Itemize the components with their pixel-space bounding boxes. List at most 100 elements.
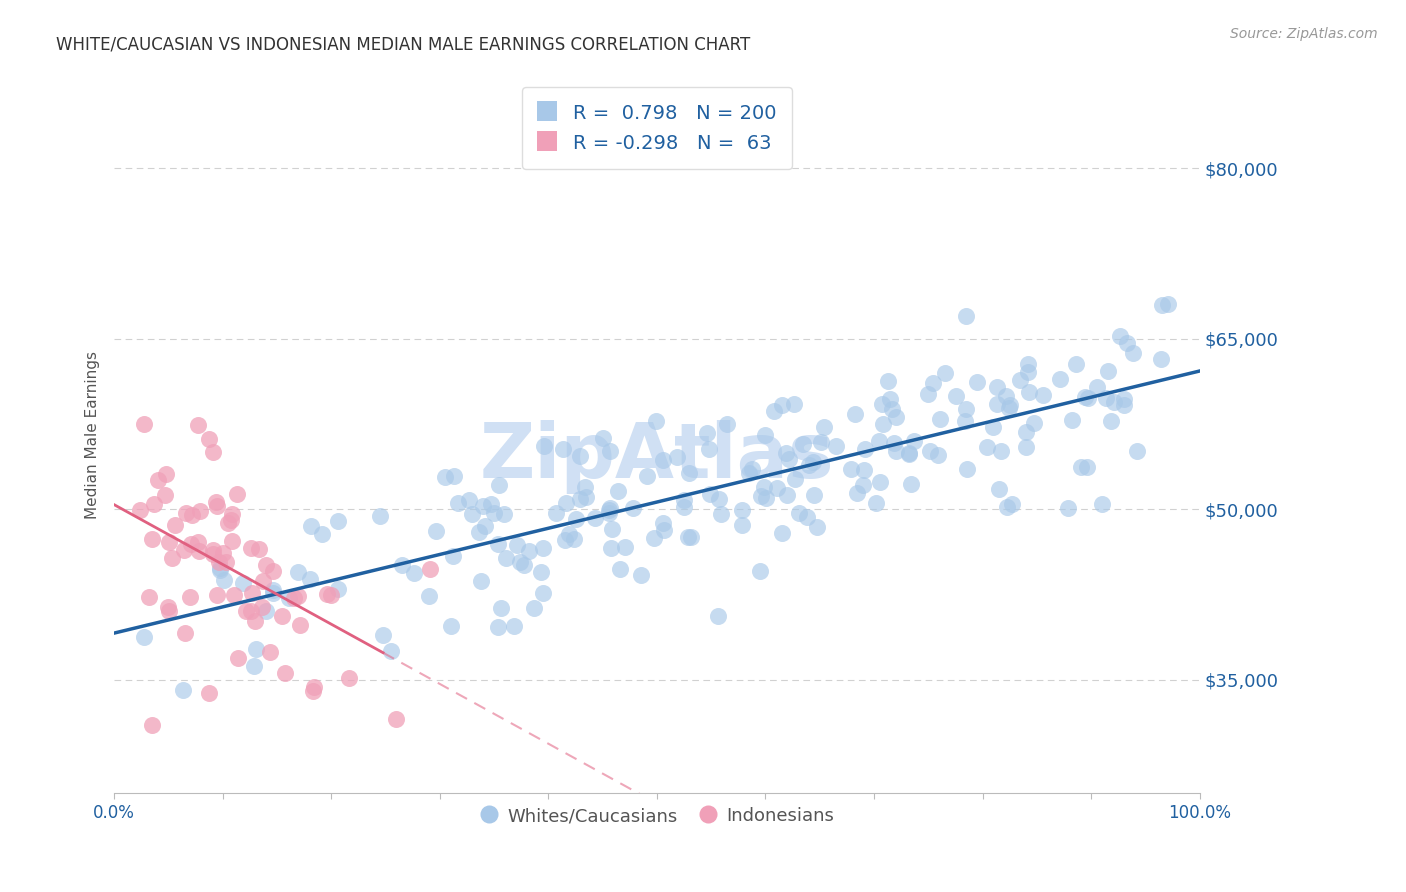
Point (884, 443, 907, 458)
Point (565, 512, 588, 526)
Point (599, 500, 621, 515)
Text: ZipAtlas: ZipAtlas (479, 420, 834, 494)
Point (482, 506, 505, 520)
Point (810, 434, 832, 449)
Point (157, 600, 180, 615)
Point (517, 544, 540, 558)
Point (766, 482, 789, 496)
Point (252, 574, 274, 588)
Point (172, 682, 194, 697)
Point (187, 544, 209, 558)
Point (990, 444, 1012, 458)
Point (215, 555, 238, 569)
Point (1125, 443, 1147, 458)
Point (716, 417, 738, 431)
Point (678, 467, 700, 481)
Point (1070, 459, 1092, 474)
Point (986, 397, 1008, 411)
Point (544, 506, 567, 520)
Point (232, 576, 254, 591)
Point (1077, 392, 1099, 406)
Point (877, 374, 900, 388)
Point (927, 448, 949, 462)
Point (1109, 329, 1132, 343)
Point (287, 590, 309, 604)
Point (128, 503, 150, 517)
Point (530, 565, 553, 579)
Point (209, 563, 232, 577)
Point (1057, 501, 1080, 516)
Point (488, 478, 510, 492)
Point (235, 604, 257, 618)
Point (551, 442, 574, 457)
Point (995, 500, 1018, 514)
Point (239, 603, 262, 617)
Point (533, 440, 555, 454)
Point (419, 561, 441, 575)
Text: WHITE/CAUCASIAN VS INDONESIAN MEDIAN MALE EARNINGS CORRELATION CHART: WHITE/CAUCASIAN VS INDONESIAN MEDIAN MAL… (56, 36, 751, 54)
Point (738, 466, 761, 480)
Point (953, 414, 976, 428)
Point (1064, 357, 1087, 371)
Point (211, 546, 233, 560)
Point (844, 407, 866, 421)
Point (470, 574, 492, 588)
Point (283, 591, 305, 606)
Point (245, 642, 267, 657)
Point (380, 644, 402, 658)
Point (488, 619, 510, 633)
Point (868, 434, 890, 448)
Point (187, 418, 209, 433)
Point (486, 537, 509, 551)
Point (207, 555, 229, 569)
Point (165, 517, 187, 532)
Point (146, 473, 169, 487)
Point (509, 555, 531, 569)
Point (143, 497, 166, 511)
Point (141, 718, 163, 732)
Point (621, 500, 644, 515)
Point (188, 504, 211, 518)
Point (1076, 459, 1098, 474)
Point (337, 671, 360, 685)
Point (955, 401, 977, 416)
Point (1150, 351, 1173, 366)
Point (630, 568, 652, 582)
Point (903, 434, 925, 449)
Point (813, 420, 835, 434)
Point (778, 451, 800, 466)
Point (179, 590, 201, 604)
Point (155, 488, 177, 502)
Point (174, 506, 197, 520)
Point (730, 517, 752, 532)
Point (770, 398, 793, 412)
Point (575, 491, 598, 505)
Point (754, 427, 776, 442)
Point (900, 477, 922, 491)
Point (217, 516, 239, 530)
Point (474, 519, 496, 533)
Point (242, 658, 264, 673)
Point (226, 651, 249, 665)
Point (998, 398, 1021, 412)
Point (853, 442, 876, 456)
Point (636, 469, 658, 483)
Point (299, 519, 322, 533)
Point (252, 600, 274, 615)
Legend: Whites/Caucasians, Indonesians: Whites/Caucasians, Indonesians (471, 797, 844, 834)
Point (644, 414, 666, 428)
Point (918, 443, 941, 458)
Point (262, 583, 284, 598)
Point (492, 507, 515, 521)
Point (502, 619, 524, 633)
Point (141, 532, 163, 546)
Point (994, 388, 1017, 402)
Point (699, 487, 721, 501)
Point (391, 558, 413, 572)
Point (869, 475, 891, 489)
Point (201, 543, 224, 558)
Point (751, 489, 773, 503)
Point (326, 582, 349, 596)
Point (554, 533, 576, 547)
Point (243, 614, 266, 628)
